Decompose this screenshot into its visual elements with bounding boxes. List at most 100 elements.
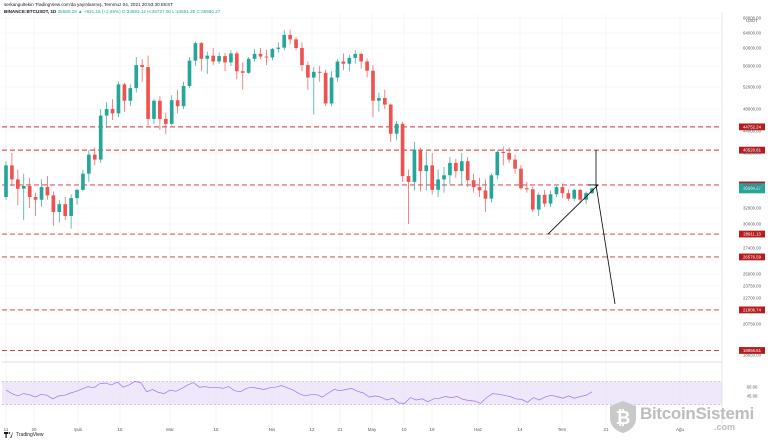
candle-body [116, 84, 121, 114]
candle-body [388, 104, 393, 134]
candle-body [81, 173, 85, 190]
candle-body [270, 48, 275, 58]
candle-body [542, 194, 547, 204]
level-label-box [739, 347, 765, 354]
price-tick-label: 36000.00 [743, 184, 762, 189]
candle-body [75, 189, 79, 199]
candle-body [175, 100, 180, 107]
candle-body [27, 186, 32, 197]
candle-body [264, 56, 269, 58]
level-label-box [739, 123, 765, 131]
svg-text:₿: ₿ [616, 408, 631, 429]
candle-body [51, 195, 56, 212]
level-label-box [739, 306, 765, 314]
level-label: 28911.13 [743, 232, 761, 237]
candle-body [57, 204, 62, 212]
candle-body [448, 162, 452, 176]
candle-body [335, 61, 340, 78]
candle-body [16, 179, 20, 189]
rsi-tick-label: 60.00 [747, 385, 758, 390]
level-label: 40520.81 [743, 148, 762, 153]
last-price-label: 35580.27 [743, 186, 762, 191]
bitcoinsistemi-watermark: ₿ BitcoinSistemi .com [608, 398, 758, 438]
candle-body [400, 123, 405, 177]
candle-body [169, 100, 174, 124]
candle-body [217, 56, 221, 62]
candle-body [163, 118, 168, 124]
tradingview-brand: TradingView [16, 432, 44, 438]
candle-body [412, 149, 417, 182]
candle-body [246, 58, 251, 73]
candle-body [329, 77, 334, 104]
x-tick-label: Nis [269, 427, 276, 432]
rsi-pane: 60.00 45.00 [2, 381, 758, 405]
x-tick-label: 20 [31, 427, 37, 432]
candle-body [406, 176, 411, 182]
candle-body [436, 179, 440, 190]
candle-body [300, 48, 304, 66]
candle-body [442, 175, 446, 180]
watermark-text: BitcoinSistemi [640, 404, 754, 423]
candle-body [122, 84, 127, 101]
price-tick-label: 56000.00 [743, 64, 762, 69]
candle-body [158, 100, 162, 119]
candle-body [554, 187, 559, 195]
symbol-label: BINANCE:BTCUSDT, 1D [4, 9, 57, 14]
x-tick-label: Ağu [676, 427, 685, 432]
price-tick-label: 64000.00 [743, 31, 762, 36]
candle-body [39, 187, 44, 200]
candle-body [560, 187, 565, 194]
x-tick-label: Haz [474, 427, 483, 432]
candle-body [536, 194, 541, 210]
x-tick-label: May [368, 427, 377, 432]
price-tick-label: 22700.00 [743, 296, 762, 301]
level-label-box [739, 146, 765, 154]
trend-drawings [547, 150, 616, 304]
x-tick-label: 12 [309, 427, 315, 432]
rsi-line [5, 381, 593, 404]
currency-label: USDT [746, 18, 758, 23]
level-label-box [739, 253, 765, 261]
candle-body [548, 194, 553, 204]
candle-body [578, 189, 582, 200]
x-tick-label: 21 [337, 427, 343, 432]
candle-body [525, 188, 529, 190]
candle-body [513, 159, 517, 169]
candle-body [519, 168, 523, 189]
candle-body [193, 43, 198, 61]
candle-body [371, 70, 375, 101]
candle-body [240, 71, 245, 73]
candle-body [258, 53, 263, 57]
candle-body [92, 154, 97, 160]
candle-body [45, 187, 50, 196]
candle-body [21, 186, 26, 189]
candle-body [454, 162, 458, 172]
candle-body [501, 151, 506, 153]
candle-body [530, 189, 535, 210]
candle-body [459, 161, 464, 172]
candle-body [483, 190, 488, 199]
tradingview-logo[interactable]: TradingView [4, 432, 44, 438]
price-tick-label: 44000.00 [743, 129, 762, 134]
candles [4, 29, 594, 229]
x-tick-label: 19 [429, 427, 435, 432]
candle-body [10, 165, 14, 180]
candle-body [418, 149, 423, 172]
price-tick-label: 32000.00 [743, 206, 762, 211]
candle-body [223, 56, 227, 63]
x-tick-label: Mar [166, 427, 174, 432]
x-tick-label: 11 [4, 427, 9, 432]
ohlc-readout: 35580.28 ▲ +921.15 (+2.65%) O:34693.12 H… [57, 9, 221, 14]
candle-body [205, 55, 210, 59]
candle-body [33, 197, 38, 200]
bitcoin-shield-icon: ₿ [610, 401, 636, 433]
tradingview-icon [4, 432, 13, 438]
candle-body [382, 98, 387, 105]
candle-body [104, 109, 109, 116]
candle-body [347, 57, 352, 64]
candle-body [128, 88, 133, 101]
candle-body [394, 123, 399, 134]
candle-body [377, 98, 381, 101]
